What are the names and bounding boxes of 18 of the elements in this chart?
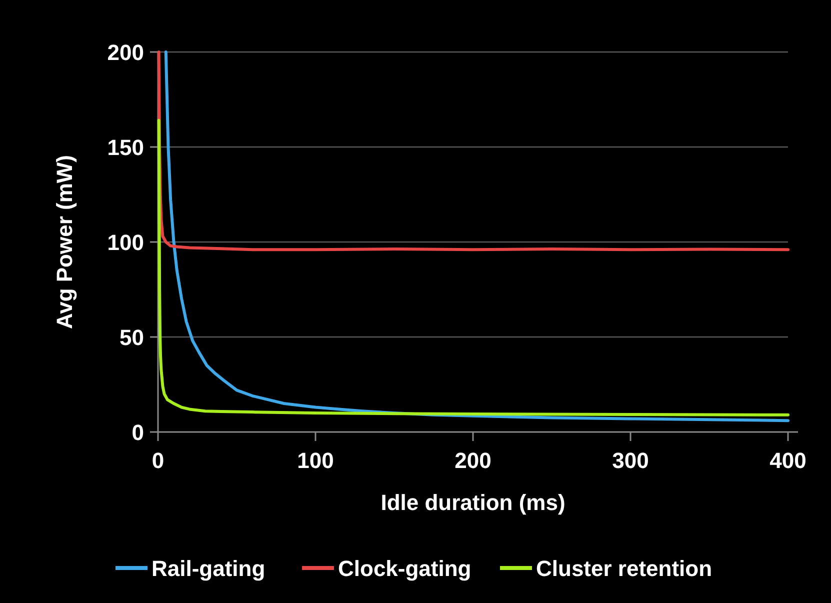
x-tick-label: 0 <box>152 448 164 473</box>
line-series <box>157 50 790 252</box>
x-tick-label: 200 <box>454 448 492 473</box>
line-series <box>164 50 790 422</box>
y-tick-label: 200 <box>107 40 144 65</box>
line-series <box>157 118 790 416</box>
y-axis-title: Avg Power (mW) <box>52 155 77 329</box>
y-tick-label: 150 <box>107 135 144 160</box>
x-axis-title: Idle duration (ms) <box>380 490 566 515</box>
legend-label: Clock-gating <box>338 556 472 581</box>
x-tick-label: 400 <box>770 448 806 473</box>
x-tick-label: 300 <box>612 448 649 473</box>
y-tick-label: 0 <box>132 420 144 445</box>
y-tick-label: 50 <box>120 325 144 350</box>
x-tick-label: 100 <box>297 448 334 473</box>
y-tick-label: 100 <box>107 230 144 255</box>
legend-label: Rail-gating <box>152 556 266 581</box>
legend-label: Cluster retention <box>536 556 712 581</box>
